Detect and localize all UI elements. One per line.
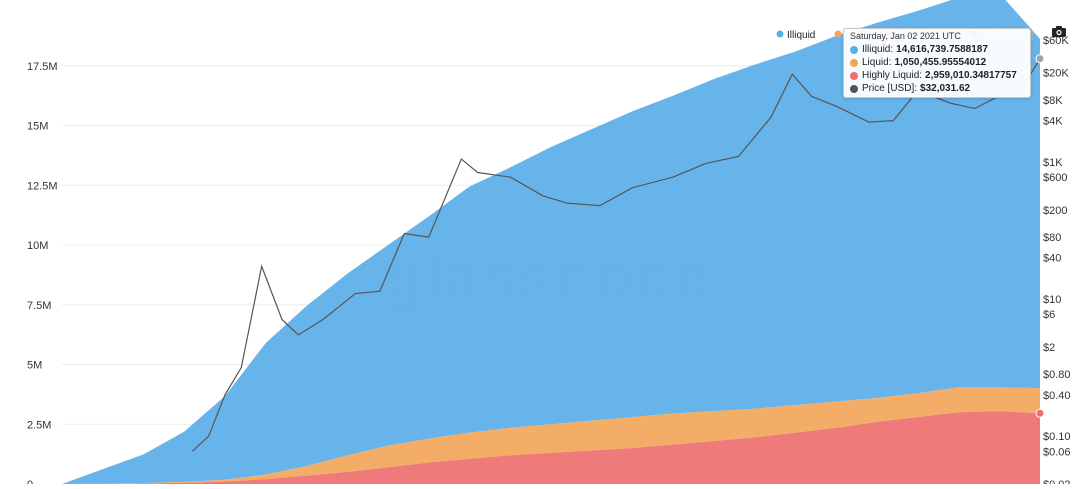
tooltip-value: 14,616,739.7588187 [896,44,988,55]
tooltip-label: Illiquid: [862,44,894,55]
cursor-dot-price [1035,54,1045,64]
area-illiquid [62,0,1040,484]
cursor-dot-highly-liquid [1035,408,1045,418]
right-axis: $60K $20K $8K $4K $1K $600 $200 $80 $40 $10 $6 $2 $0… [1043,35,1071,489]
left-axis: 0 2.5M 5M 7.5M 10M 12.5M 15M 17.5M [27,61,58,489]
legend-marker [776,30,784,38]
tooltip-row-highly-liquid: Highly Liquid: 2,959,010.34817757 [848,69,1026,82]
right-tick-label: $0.80 [1043,369,1071,381]
right-tick-label: $0.06 [1043,446,1071,458]
left-tick-label: 0 [27,479,33,484]
right-tick-label: $8K [1043,95,1063,107]
series-areas [62,0,1040,484]
left-tick-label: 12.5M [27,180,58,192]
tooltip-dot [850,84,858,93]
tooltip-label: Highly Liquid: [862,70,923,81]
right-tick-label: $6 [1043,309,1055,321]
right-tick-label: $600 [1043,172,1067,184]
area-liquid [62,387,1040,484]
camera-icon[interactable] [1052,26,1066,37]
right-tick-label: $2 [1043,342,1055,354]
right-tick-label: $20K [1043,68,1069,80]
left-tick-label: 15M [27,121,48,133]
right-tick-label: $0.10 [1043,431,1071,443]
legend-entry: Illiquid [787,30,815,41]
tooltip-row-price: Price [USD]: $32,031.62 [848,82,1026,95]
tooltip-value: 1,050,455.95554012 [894,57,987,68]
tooltip: Saturday, Jan 02 2021 UTC Illiquid: 14,6… [843,28,1031,98]
right-tick-label: $60K [1043,35,1069,47]
right-tick-label: $0.40 [1043,390,1071,402]
price-line-layer [191,58,1041,452]
right-tick-label: $1K [1043,157,1063,169]
tooltip-value: 2,959,010.34817757 [925,70,1017,81]
right-tick-label: $40 [1043,253,1061,265]
left-tick-label: 17.5M [27,61,58,73]
tooltip-label: Price [USD]: [862,83,918,94]
right-tick-label: $200 [1043,205,1067,217]
right-tick-label: $10 [1043,294,1061,306]
tooltip-row-illiquid: Illiquid: 14,616,739.7588187 [848,43,1026,56]
tooltip-dot [850,45,858,54]
left-tick-label: 7.5M [27,300,51,312]
right-tick-label: $4K [1043,116,1063,128]
area-highly-liquid [62,411,1040,484]
price-line [191,58,1041,452]
tooltip-dot [850,58,858,67]
tooltip-value: $32,031.62 [920,83,971,94]
hover-cursor [1035,54,1045,418]
tooltip-dot [850,71,858,80]
left-tick-label: 2.5M [27,419,51,431]
tooltip-date: Saturday, Jan 02 2021 UTC [850,31,961,41]
right-tick-label: $0.02 [1043,479,1071,484]
left-tick-label: 5M [27,360,42,372]
left-tick-label: 10M [27,240,48,252]
tooltip-label: Liquid: [862,57,892,68]
legend-marker [834,30,842,38]
tooltip-row-liquid: Liquid: 1,050,455.95554012 [848,56,1026,69]
right-tick-label: $80 [1043,232,1061,244]
